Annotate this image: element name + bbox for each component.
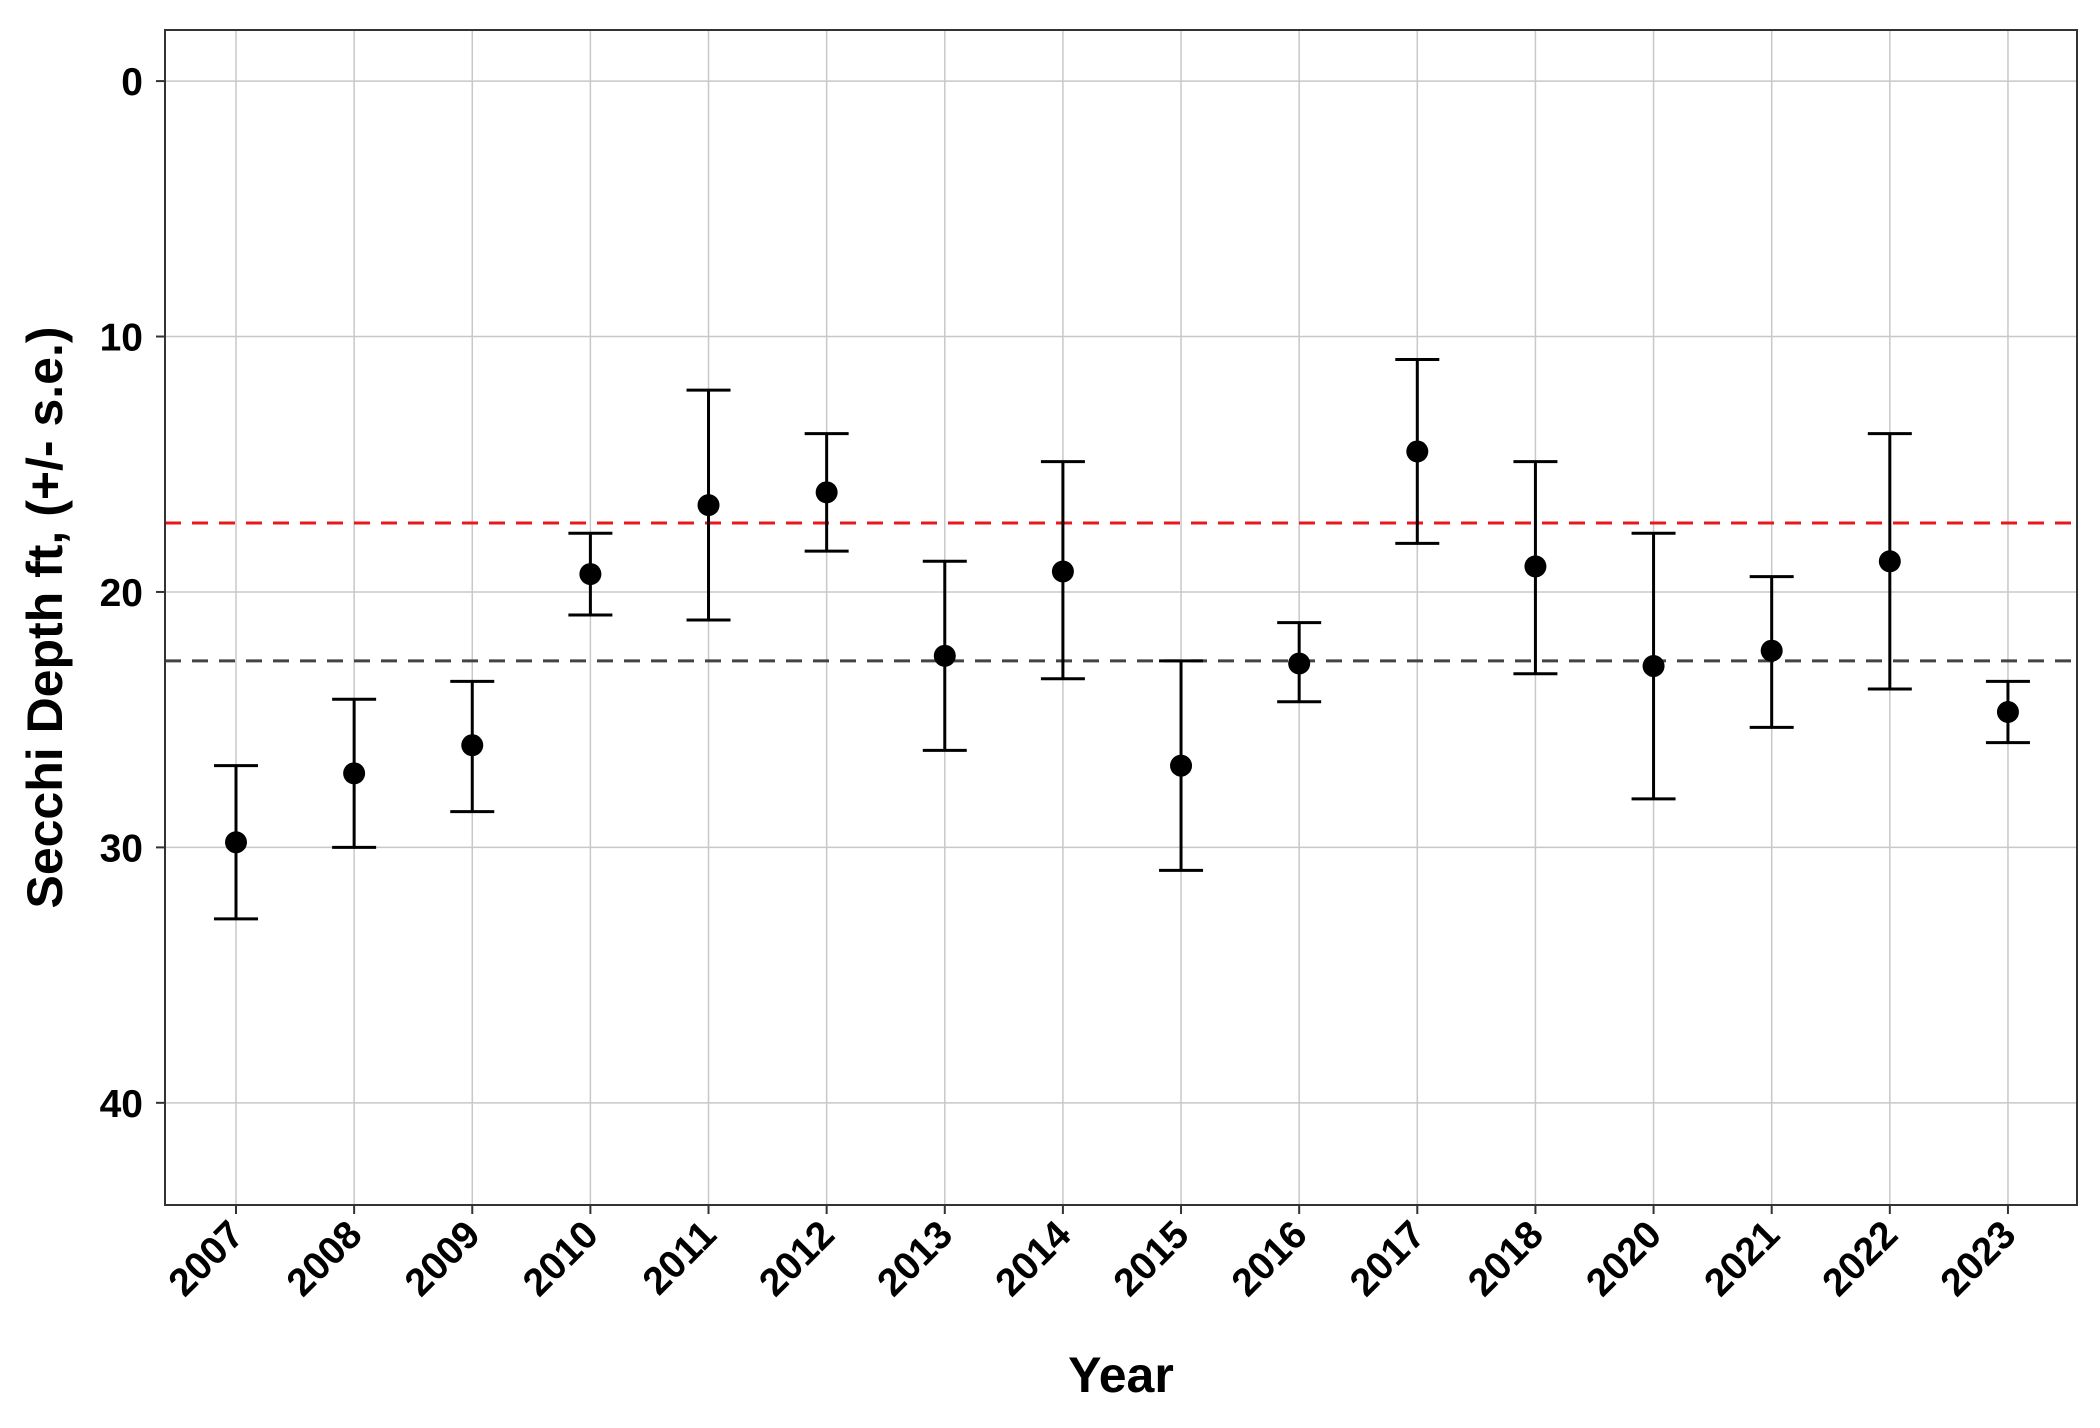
plot-panel-border (164, 29, 2078, 1206)
y-axis-title: Secchi Depth ft, (+/- s.e.) (17, 326, 73, 908)
data-point (1878, 550, 1901, 573)
reference-lines (165, 521, 2077, 663)
data-point (1288, 652, 1311, 675)
data-point (343, 762, 366, 785)
data-point (1524, 555, 1547, 578)
data-point (815, 481, 838, 504)
data-point (697, 494, 720, 517)
data-point (933, 644, 956, 667)
data-point (1051, 560, 1074, 583)
x-axis-title: Year (1068, 1347, 1174, 1403)
y-tick-label: 20 (100, 572, 143, 615)
data-point (1170, 754, 1193, 777)
y-tick-label: 10 (100, 317, 143, 360)
data-point (461, 734, 484, 757)
y-tick-label: 30 (100, 827, 143, 870)
y-axis-ticks: 0 10 20 30 40 (100, 61, 165, 1126)
y-tick-label: 0 (121, 61, 143, 104)
data-points (225, 440, 2019, 854)
data-point (1760, 639, 1783, 662)
y-tick-label: 40 (100, 1083, 143, 1126)
data-point (1996, 701, 2019, 724)
data-point (225, 831, 247, 854)
data-point (1642, 655, 1665, 678)
data-point (1406, 440, 1429, 463)
data-point (579, 563, 602, 586)
